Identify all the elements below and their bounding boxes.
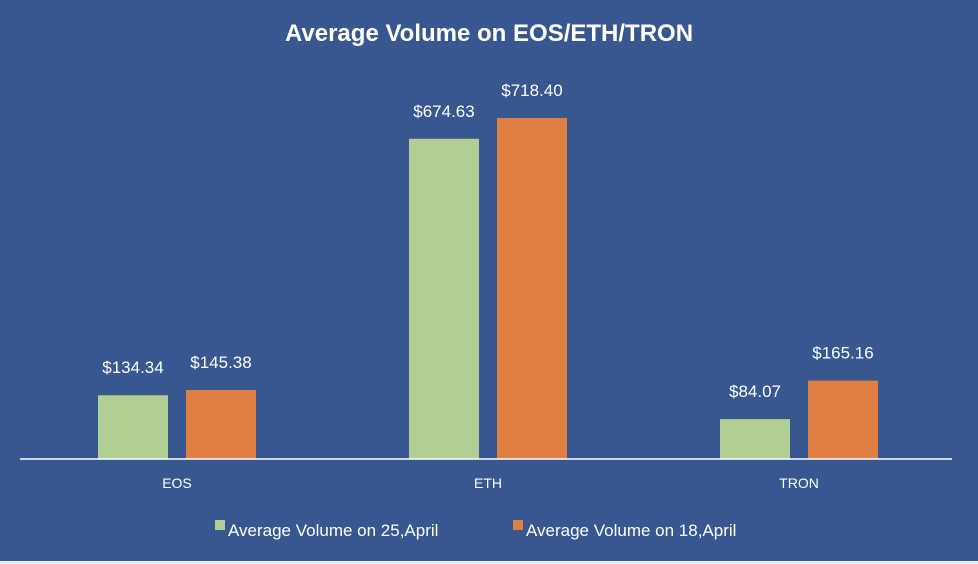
- legend-swatch-series-2: [513, 520, 523, 530]
- bar-eth-series-1: [409, 138, 479, 459]
- legend[interactable]: Average Volume on 25,April Average Volume…: [215, 520, 736, 540]
- bar-eth-series-2: [497, 118, 567, 459]
- legend-label-series-2: Average Volume on 18,April: [526, 521, 736, 540]
- bar-tron-series-1: [720, 419, 790, 459]
- data-label-eos-series-1: $134.34: [102, 358, 163, 377]
- bar-eos-series-2: [186, 389, 256, 459]
- x-tick-label-eth: ETH: [474, 475, 502, 491]
- bars-group: [98, 118, 878, 459]
- data-label-eth-series-1: $674.63: [413, 102, 474, 121]
- data-label-tron-series-2: $165.16: [812, 344, 873, 363]
- data-label-eth-series-2: $718.40: [501, 81, 562, 100]
- legend-swatch-series-1: [215, 520, 225, 530]
- data-label-eos-series-2: $145.38: [190, 353, 251, 372]
- legend-item-series-1[interactable]: Average Volume on 25,April: [215, 520, 438, 540]
- data-label-tron-series-1: $84.07: [729, 382, 781, 401]
- x-tick-label-tron: TRON: [779, 475, 819, 491]
- chart-title: Average Volume on EOS/ETH/TRON: [285, 20, 693, 47]
- legend-item-series-2[interactable]: Average Volume on 18,April: [513, 520, 736, 540]
- legend-label-series-1: Average Volume on 25,April: [228, 521, 438, 540]
- bar-eos-series-1: [98, 395, 168, 459]
- x-tick-label-eos: EOS: [162, 475, 192, 491]
- data-labels-group: $134.34 $145.38 $674.63 $718.40 $84.07 $165.1…: [102, 81, 873, 401]
- chart-bottom-edge: [0, 561, 978, 564]
- x-tick-labels: EOS ETH TRON: [162, 475, 819, 491]
- bar-tron-series-2: [808, 380, 878, 459]
